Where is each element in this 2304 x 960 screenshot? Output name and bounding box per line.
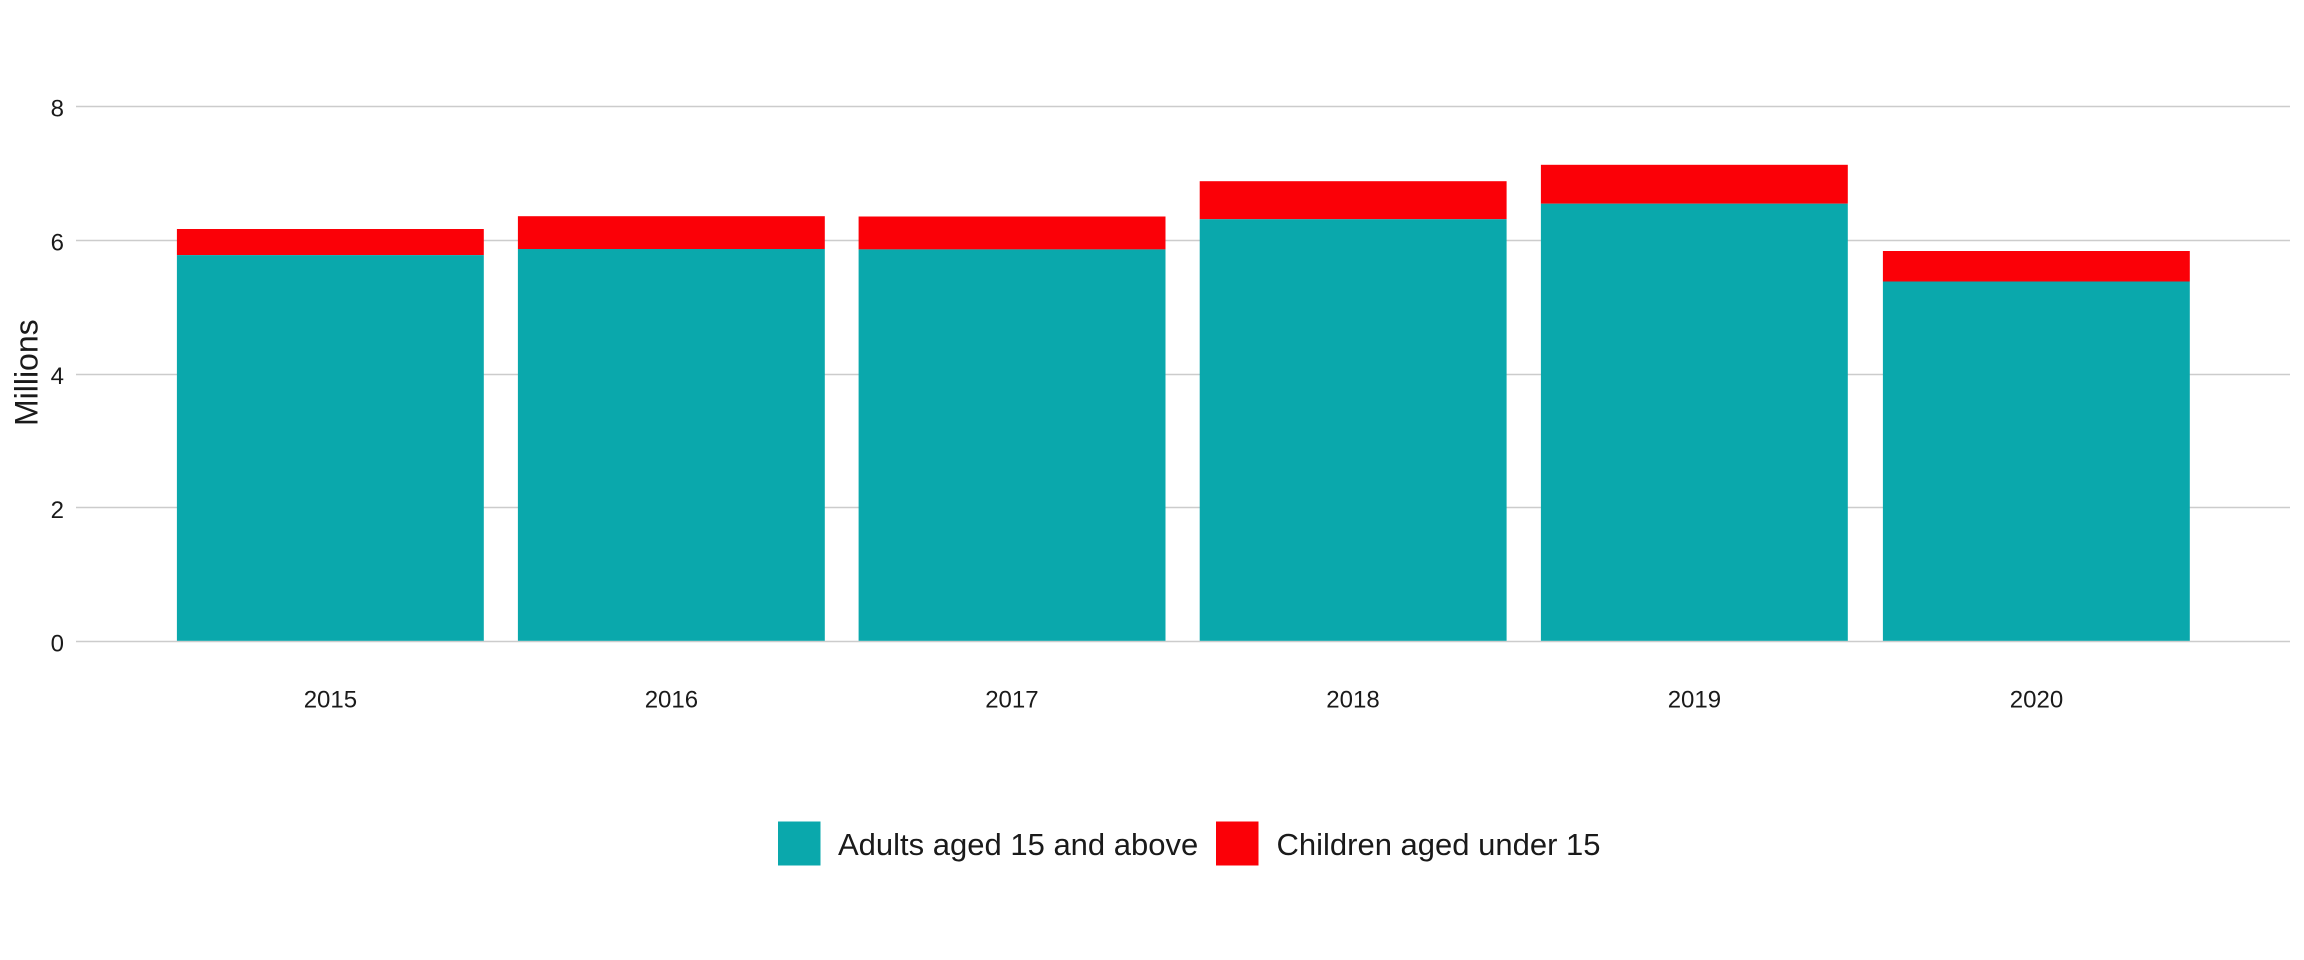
- svg-text:4: 4: [51, 363, 64, 390]
- svg-text:2019: 2019: [1668, 687, 1721, 714]
- svg-text:Millions: Millions: [9, 319, 45, 426]
- svg-text:Adults aged 15 and above: Adults aged 15 and above: [838, 827, 1198, 862]
- svg-text:2018: 2018: [1326, 687, 1379, 714]
- svg-text:2015: 2015: [304, 687, 357, 714]
- svg-text:6: 6: [51, 229, 64, 256]
- svg-text:2017: 2017: [985, 687, 1038, 714]
- svg-text:2016: 2016: [645, 687, 698, 714]
- svg-text:8: 8: [51, 96, 64, 123]
- svg-text:0: 0: [51, 631, 64, 658]
- svg-text:Children aged under 15: Children aged under 15: [1277, 827, 1601, 862]
- svg-text:2: 2: [51, 497, 64, 524]
- svg-text:2020: 2020: [2010, 687, 2063, 714]
